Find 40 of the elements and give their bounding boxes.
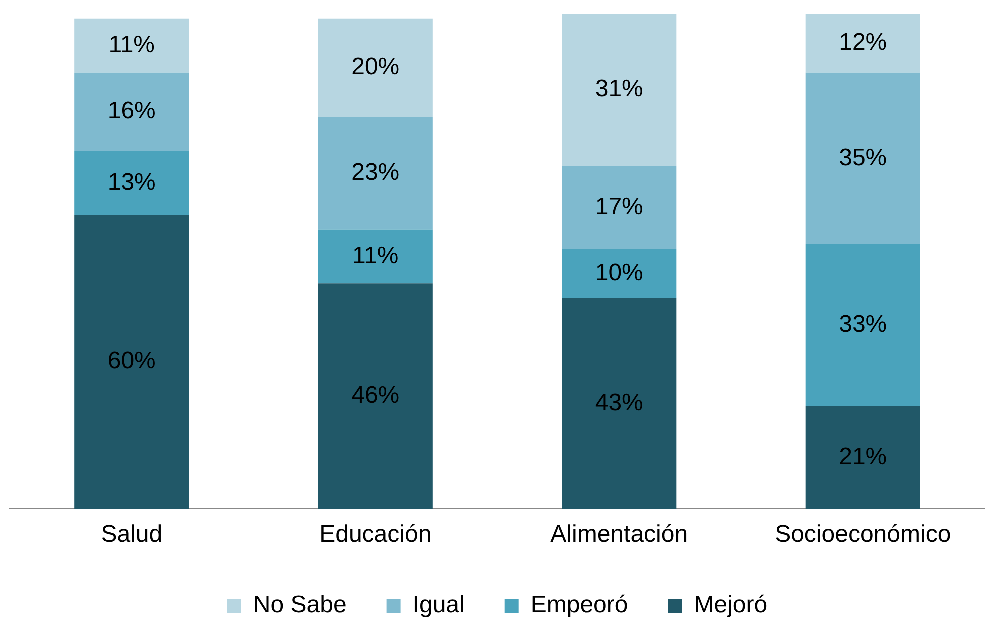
bar [806,244,920,406]
bar [74,215,190,510]
legend-label: No Sabe [253,592,347,619]
bar [806,406,920,510]
data-label: 43% [595,389,644,416]
legend-label: Igual [412,592,465,619]
data-label: 17% [595,193,644,220]
legend-label: Empeoró [530,592,628,619]
bar [74,18,190,73]
bar [318,116,433,230]
bar [318,230,433,284]
x-tick-label: Educación [320,521,432,548]
x-tick-label: Socioeconómico [775,521,952,548]
data-label: 46% [352,382,400,410]
bar [806,72,920,244]
data-label: 13% [108,168,156,196]
data-label: 35% [839,144,888,172]
data-label: 11% [108,31,156,58]
bar [562,298,677,510]
bar [562,166,677,250]
bar [74,72,190,152]
data-label: 16% [108,98,156,125]
data-label: 21% [839,443,888,470]
bar [562,14,677,166]
data-label: 23% [352,158,400,186]
bar [74,151,190,216]
data-label: 10% [595,259,644,286]
bar [806,14,920,73]
data-label: 33% [839,310,888,338]
x-tick-label: Alimentación [550,521,688,548]
bar [318,18,433,117]
data-label: 20% [352,54,400,81]
data-label: 31% [595,76,644,103]
data-label: 11% [352,242,399,270]
x-tick-label: Salud [101,521,163,548]
bar [318,284,433,510]
data-label: 60% [108,348,156,375]
legend-label: Mejoró [694,592,768,619]
data-label: 12% [839,29,888,56]
bar [562,249,677,298]
